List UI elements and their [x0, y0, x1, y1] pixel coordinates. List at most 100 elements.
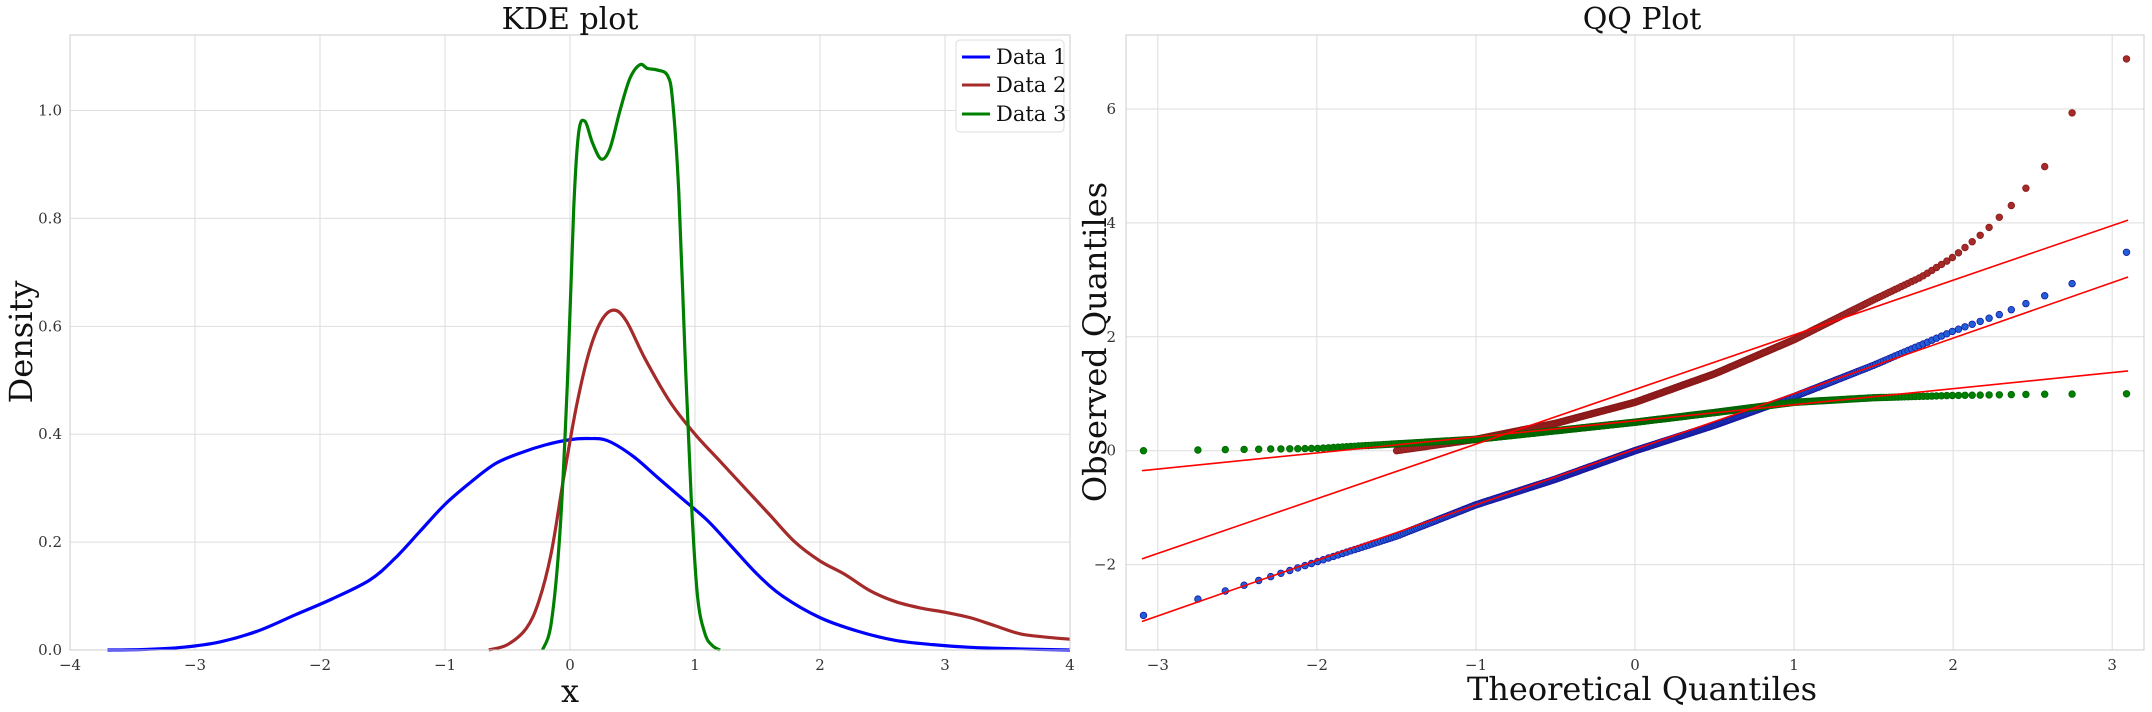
qq-point-data-3: [1240, 445, 1248, 454]
kde-legend: Data 1 Data 2 Data 3: [955, 39, 1066, 133]
kde-panel: −4 −3 −2 −1 0 1 2 3 4 0.0 0.2 0.4 0.6 0.8 1.0 KDE plo…: [2, 2, 1075, 710]
qq-point-data-3: [1221, 445, 1229, 454]
qq-point-data-3: [1976, 391, 1984, 399]
qq-point-data-2: [2007, 201, 2015, 210]
kde-y-tick-label: 0.6: [38, 317, 62, 335]
kde-y-tick-label: 0.8: [38, 209, 62, 227]
qq-fit-line-data-3: [1141, 370, 2129, 472]
qq-point-data-2: [1943, 257, 1951, 265]
qq-y-tick-label: 0: [1106, 442, 1116, 460]
qq-point-data-3: [1968, 391, 1976, 399]
qq-x-ticks: −3 −2 −1 0 1 2 3: [1147, 656, 2117, 674]
qq-point-data-3: [1266, 445, 1275, 453]
qq-point-data-2: [2040, 162, 2049, 171]
qq-plot-area: [1125, 34, 2145, 651]
qq-point-data-2: [1948, 253, 1957, 262]
qq-point-data-1: [2040, 292, 2049, 300]
qq-point-data-3: [1307, 444, 1316, 453]
qq-point-data-1: [1995, 310, 2003, 319]
qq-y-tick-label: 2: [1106, 328, 1116, 346]
kde-plot-area: [69, 34, 1071, 651]
qq-point-data-1: [1968, 320, 1976, 328]
kde-x-tick-label: −4: [59, 656, 81, 674]
qq-point-data-1: [1948, 327, 1957, 336]
qq-y-ticks: −2 0 2 4 6: [1094, 100, 1116, 574]
kde-title: KDE plot: [502, 2, 639, 37]
qq-point-data-1: [1976, 317, 1984, 326]
qq-point-data-1: [2122, 248, 2131, 256]
qq-x-tick-label: −2: [1306, 656, 1328, 674]
qq-point-data-3: [2122, 390, 2131, 398]
qq-panel: −3 −2 −1 0 1 2 3 −2 0 2 4 6 QQ Plot Theoretical Qu…: [1076, 2, 2145, 708]
kde-x-tick-label: −3: [184, 656, 206, 674]
qq-y-axis-label: Observed Quantiles: [1076, 182, 1114, 502]
qq-y-tick-label: −2: [1094, 556, 1116, 574]
kde-y-axis-label: Density: [2, 281, 40, 404]
qq-point-data-1: [1954, 325, 1963, 333]
kde-x-tick-label: 0: [565, 656, 575, 674]
qq-title: QQ Plot: [1583, 2, 1702, 37]
kde-lines: [107, 62, 1071, 652]
qq-grid: [1126, 35, 2144, 650]
qq-x-tick-label: 0: [1630, 656, 1640, 674]
qq-x-tick-label: −1: [1465, 656, 1487, 674]
qq-point-data-2: [1976, 231, 1984, 239]
qq-point-data-3: [1961, 391, 1969, 399]
qq-y-tick-label: 6: [1106, 100, 1116, 118]
kde-x-tick-label: 2: [815, 656, 825, 674]
qq-point-data-2: [2122, 55, 2131, 63]
kde-y-ticks: 0.0 0.2 0.4 0.6 0.8 1.0: [38, 102, 62, 659]
kde-x-ticks: −4 −3 −2 −1 0 1 2 3 4: [59, 656, 1075, 674]
kde-line-data-2: [488, 308, 1071, 652]
qq-y-tick-label: 4: [1106, 214, 1116, 232]
qq-point-data-1: [1985, 314, 1993, 322]
kde-x-tick-label: −2: [309, 656, 331, 674]
qq-point-data-3: [1985, 391, 1993, 399]
qq-point-data-3: [1948, 391, 1957, 400]
qq-point-data-3: [1277, 445, 1285, 453]
qq-point-data-3: [2040, 390, 2049, 398]
qq-fit-lines: [1141, 219, 2129, 623]
qq-point-data-2: [1961, 243, 1969, 252]
qq-x-tick-label: 3: [2107, 656, 2117, 674]
kde-x-axis-label: x: [561, 672, 579, 710]
qq-point-data-1: [1139, 611, 1148, 620]
qq-point-data-3: [1301, 444, 1309, 453]
qq-point-data-2: [1937, 260, 1946, 269]
qq-x-axis-label: Theoretical Quantiles: [1467, 670, 1817, 708]
qq-point-data-1: [2068, 279, 2076, 288]
qq-x-tick-label: 1: [1789, 656, 1799, 674]
legend-label-data-2: Data 2: [996, 73, 1066, 97]
kde-line-data-3: [540, 62, 721, 652]
kde-x-tick-label: 1: [690, 656, 700, 674]
qq-point-data-3: [2022, 390, 2030, 399]
qq-point-data-3: [1194, 446, 1202, 454]
qq-point-data-3: [1254, 445, 1263, 453]
legend-label-data-3: Data 3: [996, 102, 1066, 126]
qq-point-data-3: [1286, 445, 1294, 453]
qq-fit-line-data-2: [1141, 219, 2129, 560]
kde-y-tick-label: 0.4: [38, 425, 62, 443]
qq-point-data-3: [1139, 447, 1148, 455]
qq-point-data-3: [2068, 390, 2076, 398]
qq-point-data-2: [2068, 109, 2076, 117]
qq-point-data-3: [2007, 390, 2015, 399]
qq-point-data-2: [1968, 237, 1976, 246]
qq-point-data-2: [1985, 223, 1993, 232]
qq-point-data-2: [1995, 213, 2003, 221]
qq-point-data-1: [2007, 306, 2015, 314]
qq-point-data-3: [1954, 391, 1963, 400]
qq-x-tick-label: 2: [1948, 656, 1958, 674]
legend-box: [955, 39, 1065, 133]
kde-y-tick-label: 0.0: [38, 641, 62, 659]
kde-line-data-1: [107, 436, 1071, 652]
qq-fit-line-data-1: [1141, 276, 2129, 623]
kde-x-tick-label: 4: [1065, 656, 1075, 674]
kde-y-tick-label: 0.2: [38, 533, 62, 551]
kde-y-tick-label: 1.0: [38, 102, 62, 120]
kde-x-tick-label: 3: [940, 656, 950, 674]
qq-point-data-3: [1294, 445, 1302, 453]
qq-point-data-1: [1961, 323, 1969, 331]
qq-point-data-2: [2022, 184, 2030, 192]
